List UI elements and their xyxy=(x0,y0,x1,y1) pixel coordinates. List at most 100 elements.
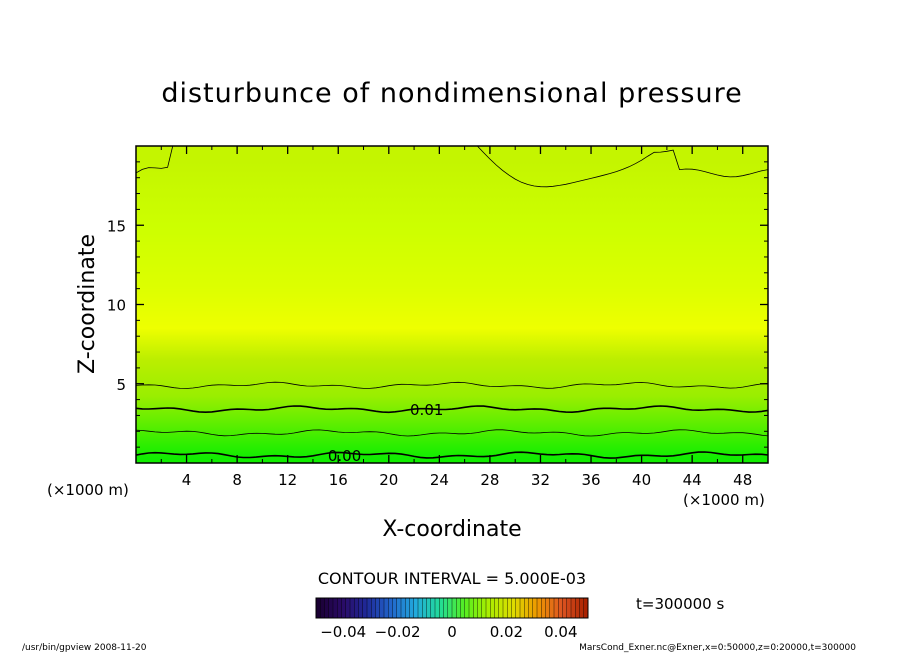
x-tick-label-7: 32 xyxy=(531,471,550,489)
colorbar-cell xyxy=(401,598,406,618)
colorbar-cell xyxy=(439,598,444,618)
x-tick-label-3: 16 xyxy=(329,471,348,489)
y-tick-label-0: 5 xyxy=(116,376,126,394)
x-axis-label: X-coordinate xyxy=(382,517,521,542)
colorbar-cell xyxy=(320,598,325,618)
contour-lines xyxy=(136,146,768,459)
colorbar-cell xyxy=(375,598,381,618)
colorbar-cell xyxy=(392,598,398,618)
colorbar-cell xyxy=(435,598,440,618)
colorbar-cell xyxy=(494,598,500,618)
footer-right: MarsCond_Exner.nc@Exner,x=0:50000,z=0:20… xyxy=(579,643,856,653)
colorbar-cell xyxy=(447,598,453,618)
colorbar-cell xyxy=(566,598,572,618)
colorbar-cell xyxy=(367,598,372,618)
colorbar-cell xyxy=(460,598,466,618)
colorbar-cell xyxy=(345,598,351,618)
colorbar-cell xyxy=(409,598,415,618)
colorbar-cell xyxy=(324,598,330,618)
colorbar-cell xyxy=(469,598,474,618)
x-axis-ticks: 4 8 12 16 20 24 28 32 36 40 44 48 xyxy=(182,146,752,489)
colorbar-cell xyxy=(575,598,580,618)
contour-interval: CONTOUR INTERVAL = 5.000E-03 xyxy=(318,569,586,588)
y-tick-label-2: 15 xyxy=(107,217,126,235)
colorbar-cell xyxy=(464,598,470,618)
colorbar-cell xyxy=(486,598,491,618)
colorbar-tick-label-2: 0 xyxy=(447,623,457,641)
colorbar-cell xyxy=(379,598,385,618)
colorbar-cell xyxy=(354,598,359,618)
colorbar-cell xyxy=(498,598,504,618)
colorbar-cell xyxy=(477,598,483,618)
contour-label-0: 0.01 xyxy=(410,401,443,419)
colorbar-tick-label-4: 0.04 xyxy=(544,623,577,641)
colorbar-cell xyxy=(405,598,410,618)
colorbar xyxy=(315,597,589,619)
colorbar-cell xyxy=(337,598,342,618)
x-unit-left: (×1000 m) xyxy=(47,481,129,499)
x-tick-label-2: 12 xyxy=(278,471,297,489)
colorbar-cell xyxy=(562,598,568,618)
colorbar-cell xyxy=(579,598,585,618)
colorbar-frame xyxy=(315,597,589,619)
footer-left: /usr/bin/gpview 2008-11-20 xyxy=(22,643,147,653)
x-unit-right: (×1000 m) xyxy=(683,491,765,509)
colorbar-cell xyxy=(537,598,542,618)
colorbar-cell xyxy=(507,598,512,618)
colorbar-cell xyxy=(549,598,555,618)
contour-line-1 xyxy=(136,429,768,437)
contour-line-3 xyxy=(136,381,768,389)
colorbar-cell xyxy=(481,598,487,618)
y-tick-label-1: 10 xyxy=(107,297,126,315)
x-tick-label-4: 20 xyxy=(379,471,398,489)
colorbar-cell xyxy=(350,598,355,618)
contour-line-0 xyxy=(136,451,768,459)
colorbar-cell xyxy=(362,598,368,618)
time-label: t=300000 s xyxy=(636,595,724,613)
contour-label-1: 0.00 xyxy=(328,447,361,465)
pressure-field xyxy=(136,146,768,463)
x-tick-label-0: 4 xyxy=(182,471,192,489)
colorbar-cell xyxy=(520,598,525,618)
colorbar-cell xyxy=(452,598,457,618)
colorbar-cell xyxy=(413,598,419,618)
colorbar-cell xyxy=(511,598,517,618)
x-tick-label-1: 8 xyxy=(232,471,242,489)
minor-ticks xyxy=(136,146,768,463)
colorbar-cell xyxy=(528,598,534,618)
colorbar-cell xyxy=(473,598,478,618)
colorbar-cell xyxy=(333,598,338,618)
colorbar-cell xyxy=(316,598,321,618)
x-tick-label-10: 44 xyxy=(683,471,702,489)
contour-line-2 xyxy=(136,405,768,414)
colorbar-cell xyxy=(554,598,559,618)
colorbar-tick-labels: −0.04 −0.02 0 0.02 0.04 xyxy=(320,623,577,641)
colorbar-cell xyxy=(341,598,347,618)
colorbar-cell xyxy=(490,598,495,618)
colorbar-cell xyxy=(388,598,393,618)
colorbar-cell xyxy=(545,598,551,618)
colorbar-cell xyxy=(558,598,563,618)
y-axis-label: Z-coordinate xyxy=(75,234,100,374)
x-tick-label-5: 24 xyxy=(430,471,449,489)
colorbar-cell xyxy=(422,598,427,618)
colorbar-tick-label-0: −0.04 xyxy=(320,623,366,641)
colorbar-tick-label-3: 0.02 xyxy=(490,623,523,641)
colorbar-cell xyxy=(371,598,376,618)
x-tick-label-9: 40 xyxy=(632,471,651,489)
colorbar-cell xyxy=(456,598,461,618)
contour-labels: 0.01 0.00 xyxy=(328,401,444,465)
colorbar-cell xyxy=(524,598,529,618)
colorbar-cell xyxy=(541,598,546,618)
contour-line-4 xyxy=(136,146,768,188)
x-tick-label-11: 48 xyxy=(733,471,752,489)
colorbar-cell xyxy=(328,598,334,618)
colorbar-cell xyxy=(515,598,521,618)
x-tick-label-8: 36 xyxy=(581,471,600,489)
colorbar-cell xyxy=(384,598,389,618)
colorbar-cell xyxy=(396,598,402,618)
colorbar-cell xyxy=(418,598,423,618)
colorbar-cell xyxy=(532,598,538,618)
